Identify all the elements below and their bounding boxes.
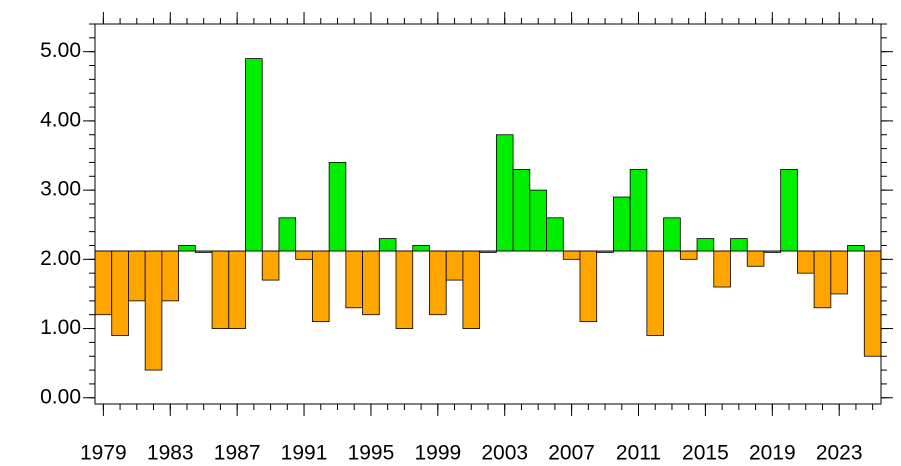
bar xyxy=(94,250,113,316)
y-tick-label: 5.00 xyxy=(40,39,81,62)
bar xyxy=(813,250,832,309)
bar xyxy=(495,134,514,252)
bar xyxy=(128,250,146,302)
bar xyxy=(546,217,564,252)
plot-frame xyxy=(94,23,882,405)
bar xyxy=(562,250,581,260)
bar xyxy=(278,217,297,252)
bar xyxy=(261,250,280,281)
bar xyxy=(780,168,798,252)
bar xyxy=(445,250,464,281)
bar xyxy=(462,250,481,329)
x-tick-label: 2019 xyxy=(749,442,796,465)
bar xyxy=(144,250,163,371)
x-tick-label: 1995 xyxy=(348,442,395,465)
y-tick-label: 2.00 xyxy=(40,247,81,270)
bar xyxy=(378,238,397,252)
bar xyxy=(613,196,631,252)
y-tick-label: 0.00 xyxy=(40,385,81,408)
bar xyxy=(679,250,698,260)
bar xyxy=(730,238,748,252)
y-tick-label: 3.00 xyxy=(40,178,81,201)
bar xyxy=(245,58,263,252)
bar xyxy=(863,250,882,357)
bar xyxy=(412,245,430,252)
bar xyxy=(847,245,865,252)
bar xyxy=(345,250,363,309)
bar xyxy=(663,217,681,252)
bar xyxy=(178,245,196,252)
x-tick-label: 1991 xyxy=(281,442,328,465)
bar xyxy=(696,238,715,252)
bar xyxy=(830,250,848,295)
bar xyxy=(796,250,815,274)
bar xyxy=(429,250,447,316)
y-tick-label: 1.00 xyxy=(40,316,81,339)
x-tick-label: 2015 xyxy=(682,442,729,465)
x-tick-label: 1983 xyxy=(147,442,194,465)
bar xyxy=(111,250,129,336)
bar xyxy=(646,250,664,336)
x-tick-label: 2007 xyxy=(548,442,595,465)
bar xyxy=(713,250,731,288)
y-tick-label: 4.00 xyxy=(40,108,81,131)
x-tick-label: 2011 xyxy=(616,442,661,465)
x-tick-label: 1987 xyxy=(214,442,261,465)
bar xyxy=(629,168,648,252)
bar xyxy=(228,250,246,329)
bar xyxy=(512,168,531,252)
x-tick-label: 1999 xyxy=(414,442,461,465)
bar xyxy=(395,250,414,329)
bar xyxy=(328,162,347,252)
bar xyxy=(746,250,765,267)
bar xyxy=(295,250,313,260)
bar xyxy=(312,250,330,323)
x-tick-label: 2003 xyxy=(481,442,528,465)
bar xyxy=(529,189,547,252)
bar xyxy=(161,250,180,302)
bar xyxy=(211,250,230,329)
x-tick-label: 1979 xyxy=(80,442,127,465)
bar xyxy=(579,250,598,323)
bar xyxy=(362,250,380,316)
x-tick-label: 2023 xyxy=(816,442,863,465)
